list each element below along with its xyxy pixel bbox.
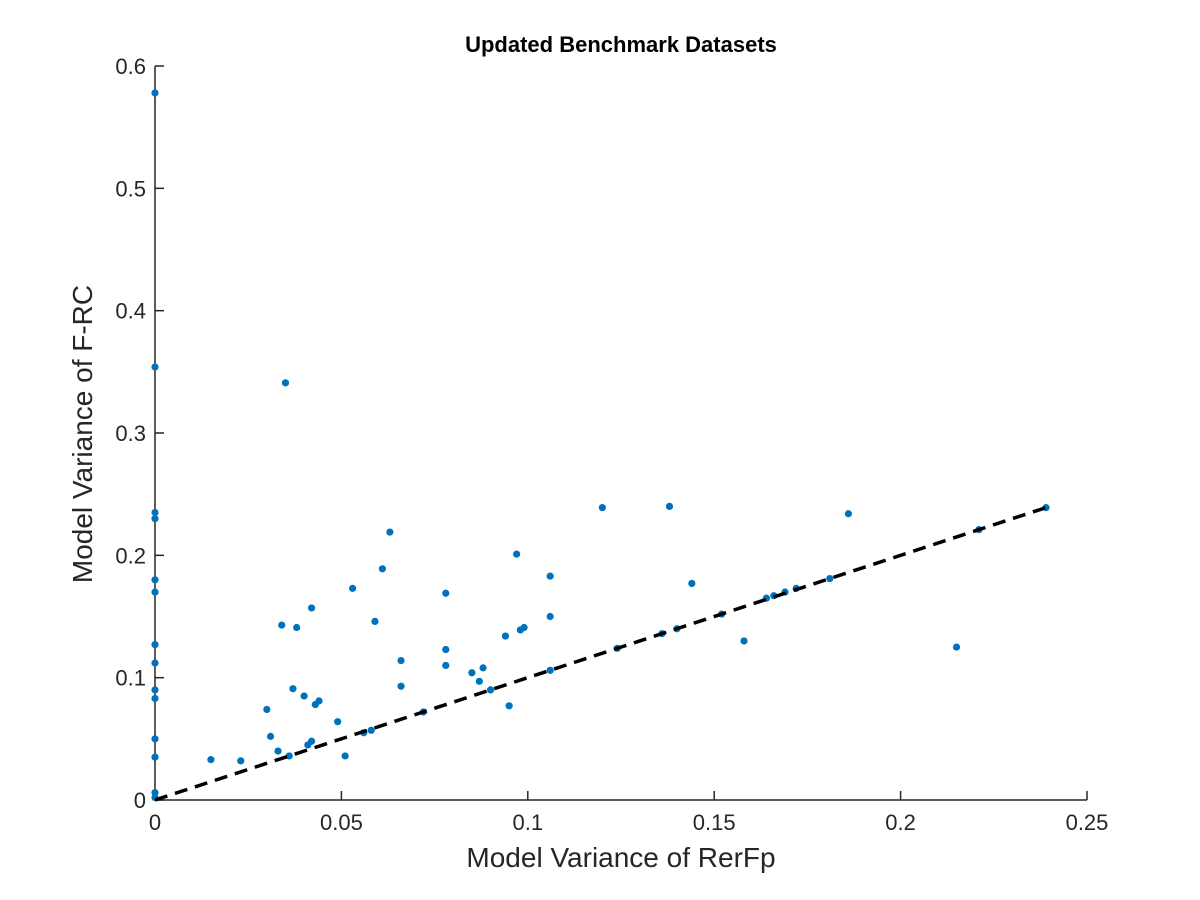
reference-line-group xyxy=(154,505,1047,802)
scatter-point xyxy=(151,363,159,371)
scatter-point xyxy=(740,637,748,645)
scatter-point xyxy=(371,617,379,625)
scatter-point xyxy=(151,508,159,517)
x-tick-label: 0.15 xyxy=(693,810,736,835)
scatter-point xyxy=(237,757,245,765)
scatter-point xyxy=(598,504,606,512)
y-tick-label: 0 xyxy=(134,788,146,813)
scatter-point xyxy=(151,89,159,97)
scatter-point xyxy=(501,632,510,640)
scatter-point xyxy=(151,588,159,596)
scatter-point xyxy=(546,572,554,580)
x-tick-label: 0.05 xyxy=(320,810,363,835)
scatter-point xyxy=(263,705,271,714)
x-tick-label: 0.25 xyxy=(1066,810,1109,835)
data-points xyxy=(151,89,1050,802)
x-tick-label: 0 xyxy=(149,810,161,835)
y-tick-label: 0.3 xyxy=(115,421,146,446)
scatter-point xyxy=(952,643,961,651)
x-tick-label: 0.1 xyxy=(513,810,544,835)
scatter-point xyxy=(207,756,215,764)
scatter-point xyxy=(505,702,513,710)
scatter-point xyxy=(278,621,286,629)
scatter-point xyxy=(688,579,696,588)
scatter-point xyxy=(151,694,159,703)
y-tick-label: 0.4 xyxy=(115,299,146,324)
scatter-point xyxy=(300,692,308,700)
scatter-point xyxy=(293,623,301,632)
scatter-point xyxy=(334,718,342,726)
scatter-point xyxy=(442,645,450,654)
scatter-point xyxy=(341,752,349,760)
scatter-point xyxy=(307,604,316,612)
x-tick-label: 0.2 xyxy=(885,810,916,835)
scatter-point xyxy=(665,502,674,510)
scatter-point xyxy=(386,528,394,536)
scatter-point xyxy=(274,747,282,755)
y-tick-label: 0.1 xyxy=(115,666,146,691)
scatter-point xyxy=(151,641,159,649)
identity-reference-line xyxy=(154,505,1047,802)
scatter-point xyxy=(546,612,554,621)
scatter-point xyxy=(289,685,297,693)
y-tick-label: 0.5 xyxy=(115,176,146,201)
scatter-point xyxy=(397,682,405,690)
scatter-point xyxy=(468,669,476,677)
scatter-point xyxy=(546,666,554,674)
scatter-point xyxy=(151,686,159,694)
scatter-point xyxy=(151,659,159,667)
scatter-point xyxy=(520,623,528,632)
chart-title: Updated Benchmark Datasets xyxy=(465,32,777,57)
scatter-point xyxy=(348,584,357,592)
scatter-point xyxy=(844,510,853,518)
x-axis-label: Model Variance of RerFp xyxy=(466,842,775,873)
scatter-point xyxy=(442,589,450,597)
scatter-point xyxy=(479,664,487,672)
scatter-point xyxy=(397,656,405,665)
scatter-point xyxy=(281,379,290,387)
scatter-point xyxy=(307,737,316,745)
scatter-point xyxy=(826,574,834,583)
scatter-point xyxy=(513,550,521,558)
y-tick-label: 0.2 xyxy=(115,543,146,568)
scatter-point xyxy=(367,726,375,734)
scatter-point xyxy=(378,565,387,573)
scatter-point xyxy=(151,753,159,761)
scatter-point xyxy=(486,686,495,694)
scatter-point xyxy=(442,661,450,670)
scatter-point xyxy=(315,697,323,705)
axis-ticks: 0 0.05 0.1 0.15 0.2 0.25 0 0.1 0.2 0.3 0.4 0.5 0.6 xyxy=(115,54,1108,835)
scatter-point xyxy=(475,677,483,685)
y-axis-label: Model Variance of F-RC xyxy=(67,285,98,583)
scatter-point xyxy=(151,735,159,743)
y-tick-label: 0.6 xyxy=(115,54,146,79)
scatter-point xyxy=(151,515,159,523)
scatter-point xyxy=(266,732,275,740)
scatter-point xyxy=(151,576,159,584)
